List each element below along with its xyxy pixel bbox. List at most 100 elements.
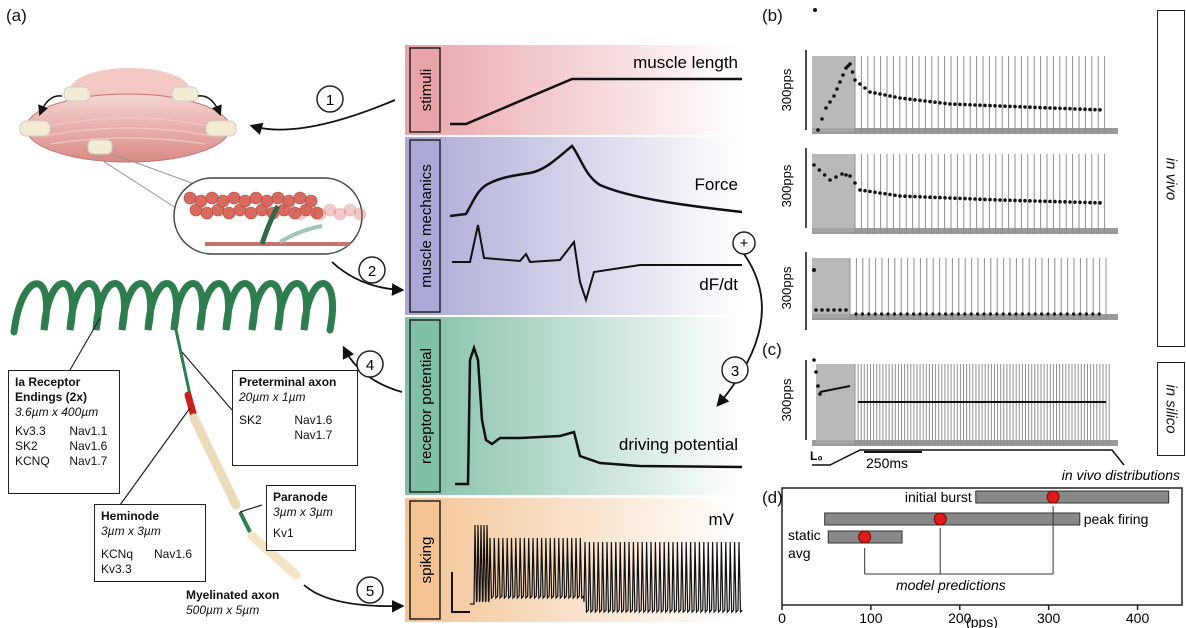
- channel: Kv3.3: [101, 562, 132, 576]
- preterminal-size: 20µm x 1µm: [239, 390, 306, 404]
- range-label: static: [788, 527, 821, 543]
- x-tick-label: 300: [1037, 610, 1061, 626]
- row-label-spiking: spiking: [418, 537, 435, 584]
- ia-endings-box: Ia Receptor Endings (2x) 3.6µm x 400µm K…: [8, 370, 120, 494]
- plus-sign: +: [740, 235, 749, 252]
- arrow-5: [303, 584, 405, 613]
- driving-potential-trace: [455, 344, 743, 486]
- x-tick-label: 200: [948, 610, 972, 626]
- range-chart-frame: [781, 487, 1183, 606]
- channel: SK2: [15, 439, 38, 453]
- muscle-length-trace: [450, 77, 742, 126]
- panel-label-b: (b): [762, 6, 783, 25]
- timeline: [812, 449, 1125, 466]
- dfdt-trace: [452, 224, 742, 304]
- channel: [239, 428, 280, 443]
- heminode-title: Heminode: [101, 509, 160, 523]
- mv-label: mV: [709, 510, 735, 529]
- row-label-stimuli: stimuli: [418, 69, 435, 112]
- force-trace: [449, 144, 743, 218]
- spike-trace: [470, 524, 743, 614]
- sarcomere-capsule: [173, 177, 367, 255]
- step-4-label: 4: [366, 357, 374, 374]
- step-1-label: 1: [326, 92, 334, 109]
- channel: Kv3.3: [15, 424, 46, 438]
- x-axis-label: (pps): [966, 614, 998, 628]
- myelinated-size: 500µm x 5µm: [186, 603, 260, 617]
- arrow-3: [716, 253, 763, 407]
- channel: Kv1: [273, 526, 294, 540]
- in-silico-box: in silico: [1157, 362, 1185, 456]
- channel: KCNq: [101, 547, 134, 561]
- range-bar: [824, 512, 1081, 526]
- scale-label-3: 300pps: [779, 266, 794, 309]
- scale-label-4: 300pps: [779, 378, 794, 421]
- scale-label-2: 300pps: [779, 164, 794, 207]
- row-label-box-stimuli: [409, 47, 441, 133]
- mechanics-band: [405, 137, 743, 315]
- in-vivo-label: in vivo: [1162, 157, 1180, 200]
- ia-endings-title: Ia Receptor Endings (2x): [15, 375, 88, 404]
- callout-lines: [69, 317, 263, 513]
- in-silico-label: in silico: [1162, 384, 1180, 434]
- channel: SK2: [239, 413, 262, 427]
- row-label-mechanics: muscle mechanics: [418, 164, 435, 287]
- x-tick-label: 400: [1126, 610, 1150, 626]
- force-label: Force: [695, 175, 738, 194]
- myelinated-label: Myelinated axon 500µm x 5µm: [186, 588, 279, 618]
- channel: KCNQ: [15, 454, 50, 468]
- step-circles: [316, 85, 756, 604]
- ia-endings-size: 3.6µm x 400µm: [15, 405, 99, 419]
- channel: Nav1.7: [69, 454, 108, 468]
- x-tick-label: 0: [778, 610, 786, 626]
- ia-receptor-coil: [10, 280, 337, 336]
- chart-title: in vivo distributions: [1062, 467, 1180, 483]
- channel: Nav1.6: [153, 547, 193, 561]
- row-label-box-spiking: [409, 500, 441, 620]
- in-vivo-box: in vivo: [1157, 10, 1185, 347]
- prediction-dot: [858, 530, 872, 544]
- row-label-box-mechanics: [409, 139, 441, 313]
- heminode-box: Heminode 3µm x 3µm KCNq Nav1.6 Kv3.3: [94, 504, 206, 582]
- channel: Nav1.7: [294, 428, 333, 442]
- right-traces: [812, 8, 1118, 446]
- range-chart: 0 100 200 300 400 (pps) in vivo distributions i…: [778, 467, 1183, 628]
- myelinated-title: Myelinated axon: [186, 588, 280, 602]
- row-label-receptor: receptor potential: [418, 348, 435, 464]
- timescale-label: 250ms: [866, 455, 908, 471]
- range-bar: [975, 490, 1170, 504]
- panel-label-a: (a): [6, 6, 27, 25]
- muscle-length-label: muscle length: [633, 53, 738, 72]
- range-label: initial burst: [905, 489, 972, 505]
- l0-label: L₀: [810, 449, 823, 463]
- spike-scale-bar: [451, 572, 470, 613]
- step-2-label: 2: [368, 263, 376, 280]
- channel: Nav1.6: [294, 413, 333, 427]
- paranode-box: Paranode 3µm x 3µm Kv1: [266, 485, 356, 551]
- prediction-bracket: [864, 506, 1054, 575]
- paranode-size: 3µm x 3µm: [273, 505, 333, 519]
- preterminal-title: Preterminal axon: [239, 375, 337, 389]
- prediction-dot: [1046, 490, 1060, 504]
- channel: Nav1.6: [69, 439, 108, 453]
- range-label: avg: [788, 545, 811, 561]
- channel: [154, 562, 199, 577]
- heminode-size: 3µm x 3µm: [101, 524, 161, 538]
- range-label: peak firing: [1084, 511, 1149, 527]
- panel-label-d: (d): [762, 488, 783, 507]
- stimuli-band: [405, 45, 743, 135]
- arrow-1: [249, 99, 396, 135]
- row-label-box-receptor: [409, 319, 441, 493]
- step-5-label: 5: [366, 583, 374, 600]
- model-predictions-label: model predictions: [896, 577, 1006, 593]
- preterminal-box: Preterminal axon 20µm x 1µm SK2 Nav1.6 Na…: [232, 370, 358, 466]
- dfdt-label: dF/dt: [699, 275, 738, 294]
- paranode-title: Paranode: [273, 490, 328, 504]
- arrow-2: [331, 261, 405, 296]
- channel: Nav1.1: [69, 424, 108, 438]
- x-tick-label: 100: [859, 610, 883, 626]
- scale-label-1: 300pps: [779, 68, 794, 111]
- panel-label-c: (c): [762, 340, 782, 359]
- step-3-label: 3: [731, 363, 739, 380]
- receptor-band: [405, 317, 743, 495]
